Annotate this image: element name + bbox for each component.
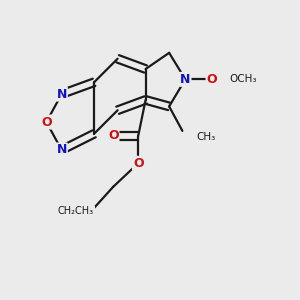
Text: O: O bbox=[41, 116, 52, 128]
Text: O: O bbox=[206, 73, 217, 86]
Text: O: O bbox=[133, 157, 143, 170]
Text: N: N bbox=[56, 143, 67, 157]
Text: OCH₃: OCH₃ bbox=[230, 74, 257, 84]
Text: N: N bbox=[56, 88, 67, 100]
Text: CH₃: CH₃ bbox=[196, 132, 216, 142]
Text: N: N bbox=[180, 73, 190, 86]
Text: O: O bbox=[108, 129, 119, 142]
Text: CH₂CH₃: CH₂CH₃ bbox=[58, 206, 94, 216]
